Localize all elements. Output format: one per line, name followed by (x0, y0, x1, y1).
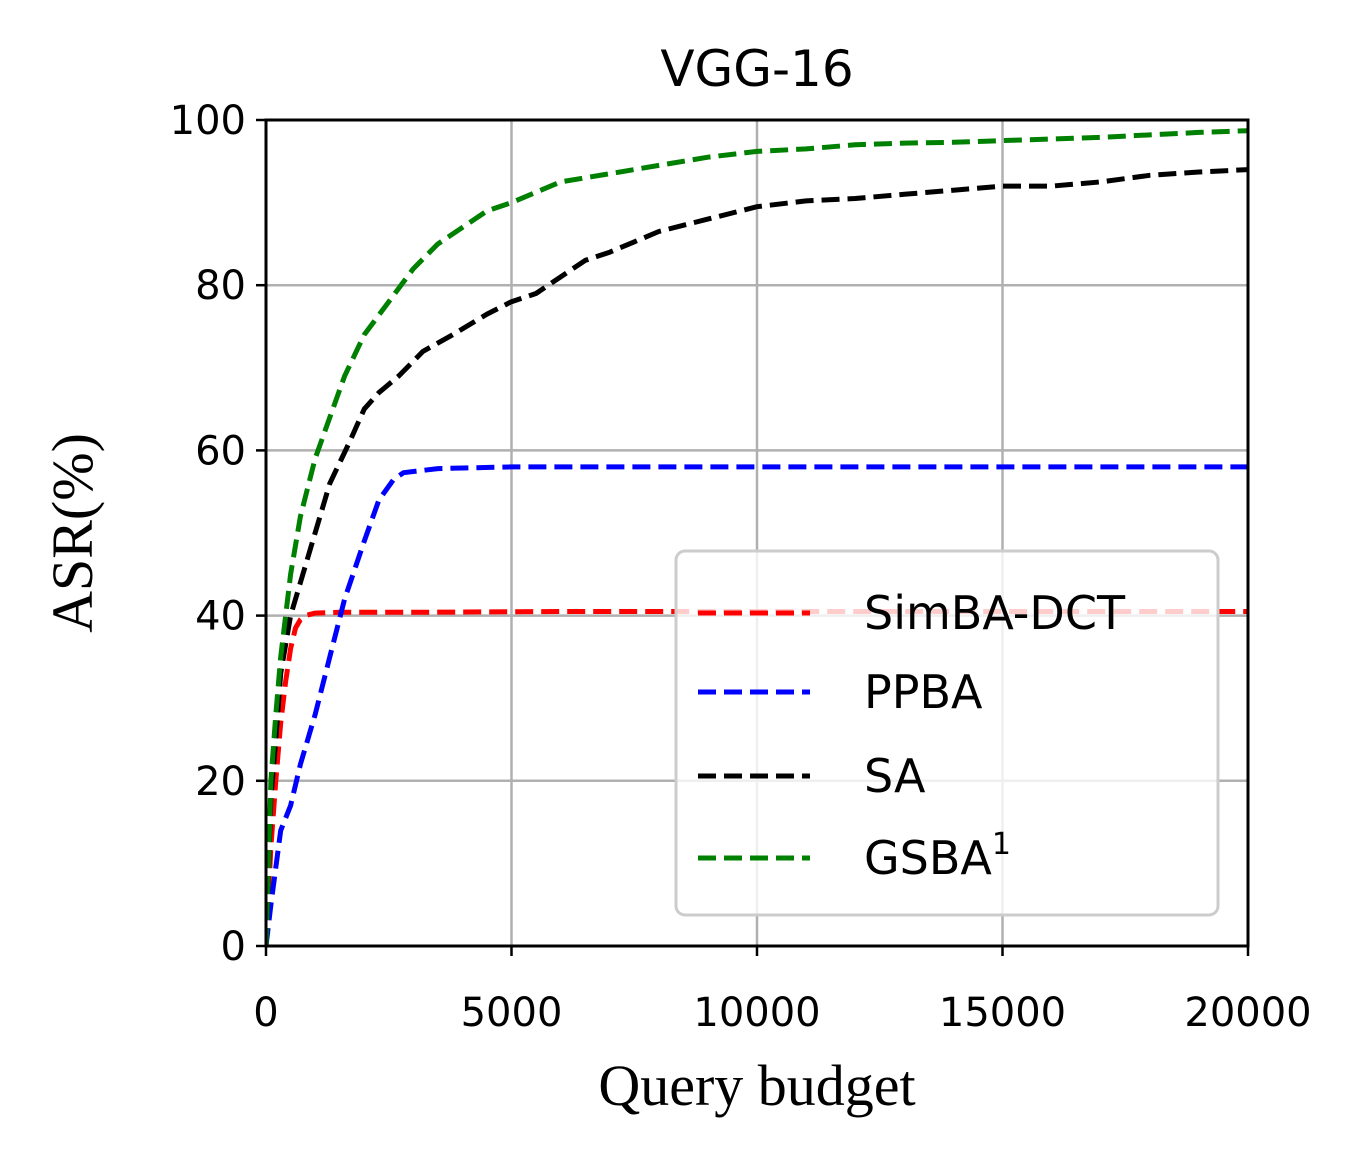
x-tick-label: 5000 (461, 990, 563, 1036)
y-tick-label: 20 (195, 759, 246, 805)
legend-label: GSBA1 (864, 827, 1011, 885)
x-axis-label: Query budget (598, 1053, 915, 1118)
x-tick-label: 20000 (1184, 990, 1311, 1036)
x-tick-label: 15000 (939, 990, 1066, 1036)
series-line-gsba (266, 128, 1248, 946)
legend-box (674, 549, 1220, 917)
series-line-sa (266, 167, 1248, 946)
y-tick-label: 0 (221, 924, 246, 970)
chart-title: VGG-16 (660, 40, 853, 98)
y-tick-label: 40 (195, 594, 246, 640)
legend-label: SimBA-DCT (864, 586, 1126, 640)
x-tick-label: 0 (253, 990, 278, 1036)
series-line-simba-dct (266, 609, 1248, 946)
axis-ticks: 0 5000 10000 15000 20000 0 20 40 60 80 100 (170, 98, 1312, 1036)
series-layer (266, 128, 1248, 946)
y-tick-label: 80 (195, 263, 246, 309)
legend-label-superscript: 1 (992, 827, 1011, 862)
legend-label: PPBA (864, 665, 983, 719)
legend-label: SA (864, 749, 926, 803)
y-axis-label: ASR(%) (40, 433, 105, 633)
x-tick-label: 10000 (693, 990, 820, 1036)
y-tick-label: 60 (195, 428, 246, 474)
y-tick-label: 100 (170, 98, 246, 144)
legend: SimBA-DCT PPBA SA GSBA1 (674, 549, 1220, 917)
series-line-ppba (266, 464, 1248, 946)
